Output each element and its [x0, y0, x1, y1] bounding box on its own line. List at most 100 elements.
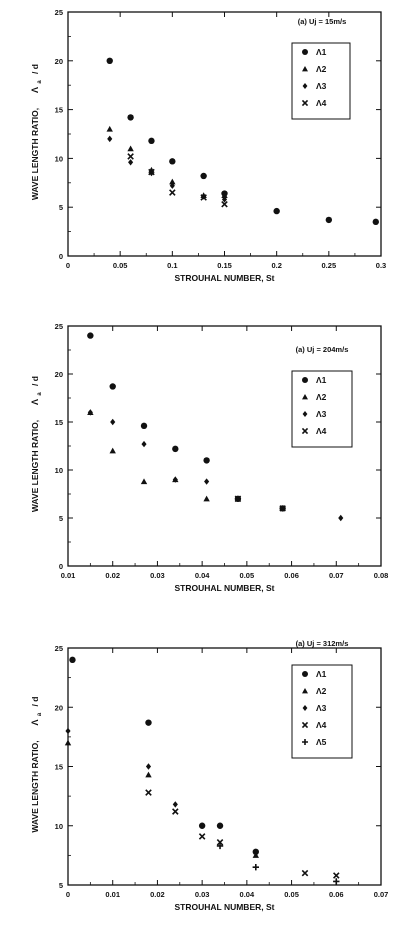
data-point [107, 135, 113, 143]
data-point [145, 719, 152, 726]
legend-box [291, 42, 351, 120]
y-axis-symbol: Λ [30, 399, 40, 405]
data-point [301, 869, 309, 877]
series-Λ1 [87, 332, 286, 512]
y-tick-label: 25 [55, 8, 63, 17]
legend-marker [301, 99, 309, 107]
y-tick-label: 20 [55, 57, 63, 66]
data-point [338, 514, 344, 522]
x-tick-label: 0.06 [329, 890, 344, 899]
series-Λ2 [64, 739, 259, 858]
y-axis-subscript: a [37, 80, 43, 84]
y-tick-label: 20 [55, 370, 63, 379]
x-tick-label: 0.08 [374, 571, 389, 580]
legend-marker [302, 411, 308, 417]
legend-label: Λ2 [316, 392, 327, 402]
data-point [200, 172, 207, 180]
series-Λ1 [69, 656, 259, 856]
data-point [204, 478, 210, 485]
y-tick-label: 15 [55, 418, 63, 427]
series-Λ3 [87, 409, 344, 522]
legend-label: Λ1 [316, 669, 327, 679]
legend-marker [301, 427, 309, 435]
data-point [127, 145, 134, 152]
data-point [109, 447, 116, 454]
y-axis-suffix: / d [30, 376, 40, 386]
chart-panel-2: 0.01 0.02 0.03 0.04 0.05 0.06 0.07 0.08 0 5 10 15 20… [30, 322, 388, 593]
x-axis-label: STROUHAL NUMBER, St [175, 583, 275, 593]
data-point [106, 125, 113, 132]
legend-label: Λ2 [316, 686, 327, 696]
data-point [169, 158, 176, 165]
legend-label: Λ3 [316, 81, 327, 91]
data-point [145, 771, 152, 778]
data-point [203, 495, 210, 502]
y-tick-label: 25 [55, 322, 63, 331]
legend-marker [302, 688, 308, 694]
data-point [333, 878, 340, 885]
legend-label: Λ4 [316, 720, 327, 730]
y-axis-suffix: / d [30, 64, 40, 74]
data-point [221, 200, 228, 208]
y-tick-label: 5 [59, 881, 63, 890]
data-point [140, 422, 148, 430]
data-point [145, 789, 152, 796]
x-tick-label: 0.15 [217, 261, 232, 270]
data-point [64, 739, 72, 746]
data-point [169, 182, 175, 189]
y-axis-symbol: Λ [30, 719, 40, 725]
x-tick-label: 0 [66, 261, 70, 270]
x-tick-label: 0.03 [195, 890, 210, 899]
y-tick-label: 10 [55, 154, 63, 163]
series-Λ1 [106, 57, 379, 226]
chart-annotation: (a) Uj = 312m/s [296, 639, 349, 648]
x-tick-label: 0.04 [240, 890, 255, 899]
chart-panel-3: 0 0.01 0.02 0.03 0.04 0.05 0.06 0.07 5 10 15 20 25 ST… [30, 639, 388, 912]
series-Λ2 [106, 125, 228, 199]
data-point [148, 137, 155, 145]
data-point [169, 178, 176, 185]
legend-marker [302, 671, 308, 677]
x-tick-label: 0.07 [329, 571, 344, 580]
legend-label: Λ4 [316, 426, 327, 436]
legend-marker [302, 377, 308, 383]
y-axis-label: WAVE LENGTH RATIO, [30, 108, 40, 200]
x-tick-label: 0.01 [61, 571, 76, 580]
y-tick-label: 20 [55, 703, 63, 712]
data-point [140, 478, 148, 485]
series-Λ4 [127, 153, 228, 208]
x-tick-label: 0.04 [195, 571, 210, 580]
data-point [252, 848, 259, 856]
x-tick-label: 0.3 [376, 261, 386, 270]
data-point [333, 872, 340, 879]
y-axis-label: WAVE LENGTH RATIO, [30, 420, 40, 512]
y-tick-label: 10 [55, 822, 63, 831]
y-axis-subscript: a [37, 392, 43, 396]
x-tick-label: 0 [66, 890, 70, 899]
x-axis-label: STROUHAL NUMBER, St [175, 273, 275, 283]
series-Λ3 [65, 727, 205, 829]
x-tick-label: 0.05 [113, 261, 128, 270]
data-point [87, 409, 93, 416]
data-point [69, 656, 76, 664]
x-tick-label: 0.05 [284, 890, 299, 899]
legend-label: Λ1 [316, 47, 327, 57]
data-point [128, 159, 134, 166]
x-tick-label: 0.05 [240, 571, 255, 580]
data-point [216, 822, 224, 829]
y-axis-symbol: Λ [30, 87, 40, 93]
x-tick-label: 0.03 [150, 571, 165, 580]
legend-marker [302, 83, 308, 89]
chart-annotation: (a) Uj = 204m/s [296, 345, 349, 354]
data-point [127, 114, 134, 121]
x-tick-label: 0.01 [105, 890, 120, 899]
data-point [252, 864, 259, 871]
data-point [273, 207, 280, 215]
y-axis-suffix: / d [30, 697, 40, 707]
x-tick-label: 0.2 [271, 261, 281, 270]
y-axis-subscript: a [37, 712, 43, 716]
data-point [87, 332, 94, 339]
data-point [172, 801, 178, 808]
legend-marker [301, 721, 309, 729]
